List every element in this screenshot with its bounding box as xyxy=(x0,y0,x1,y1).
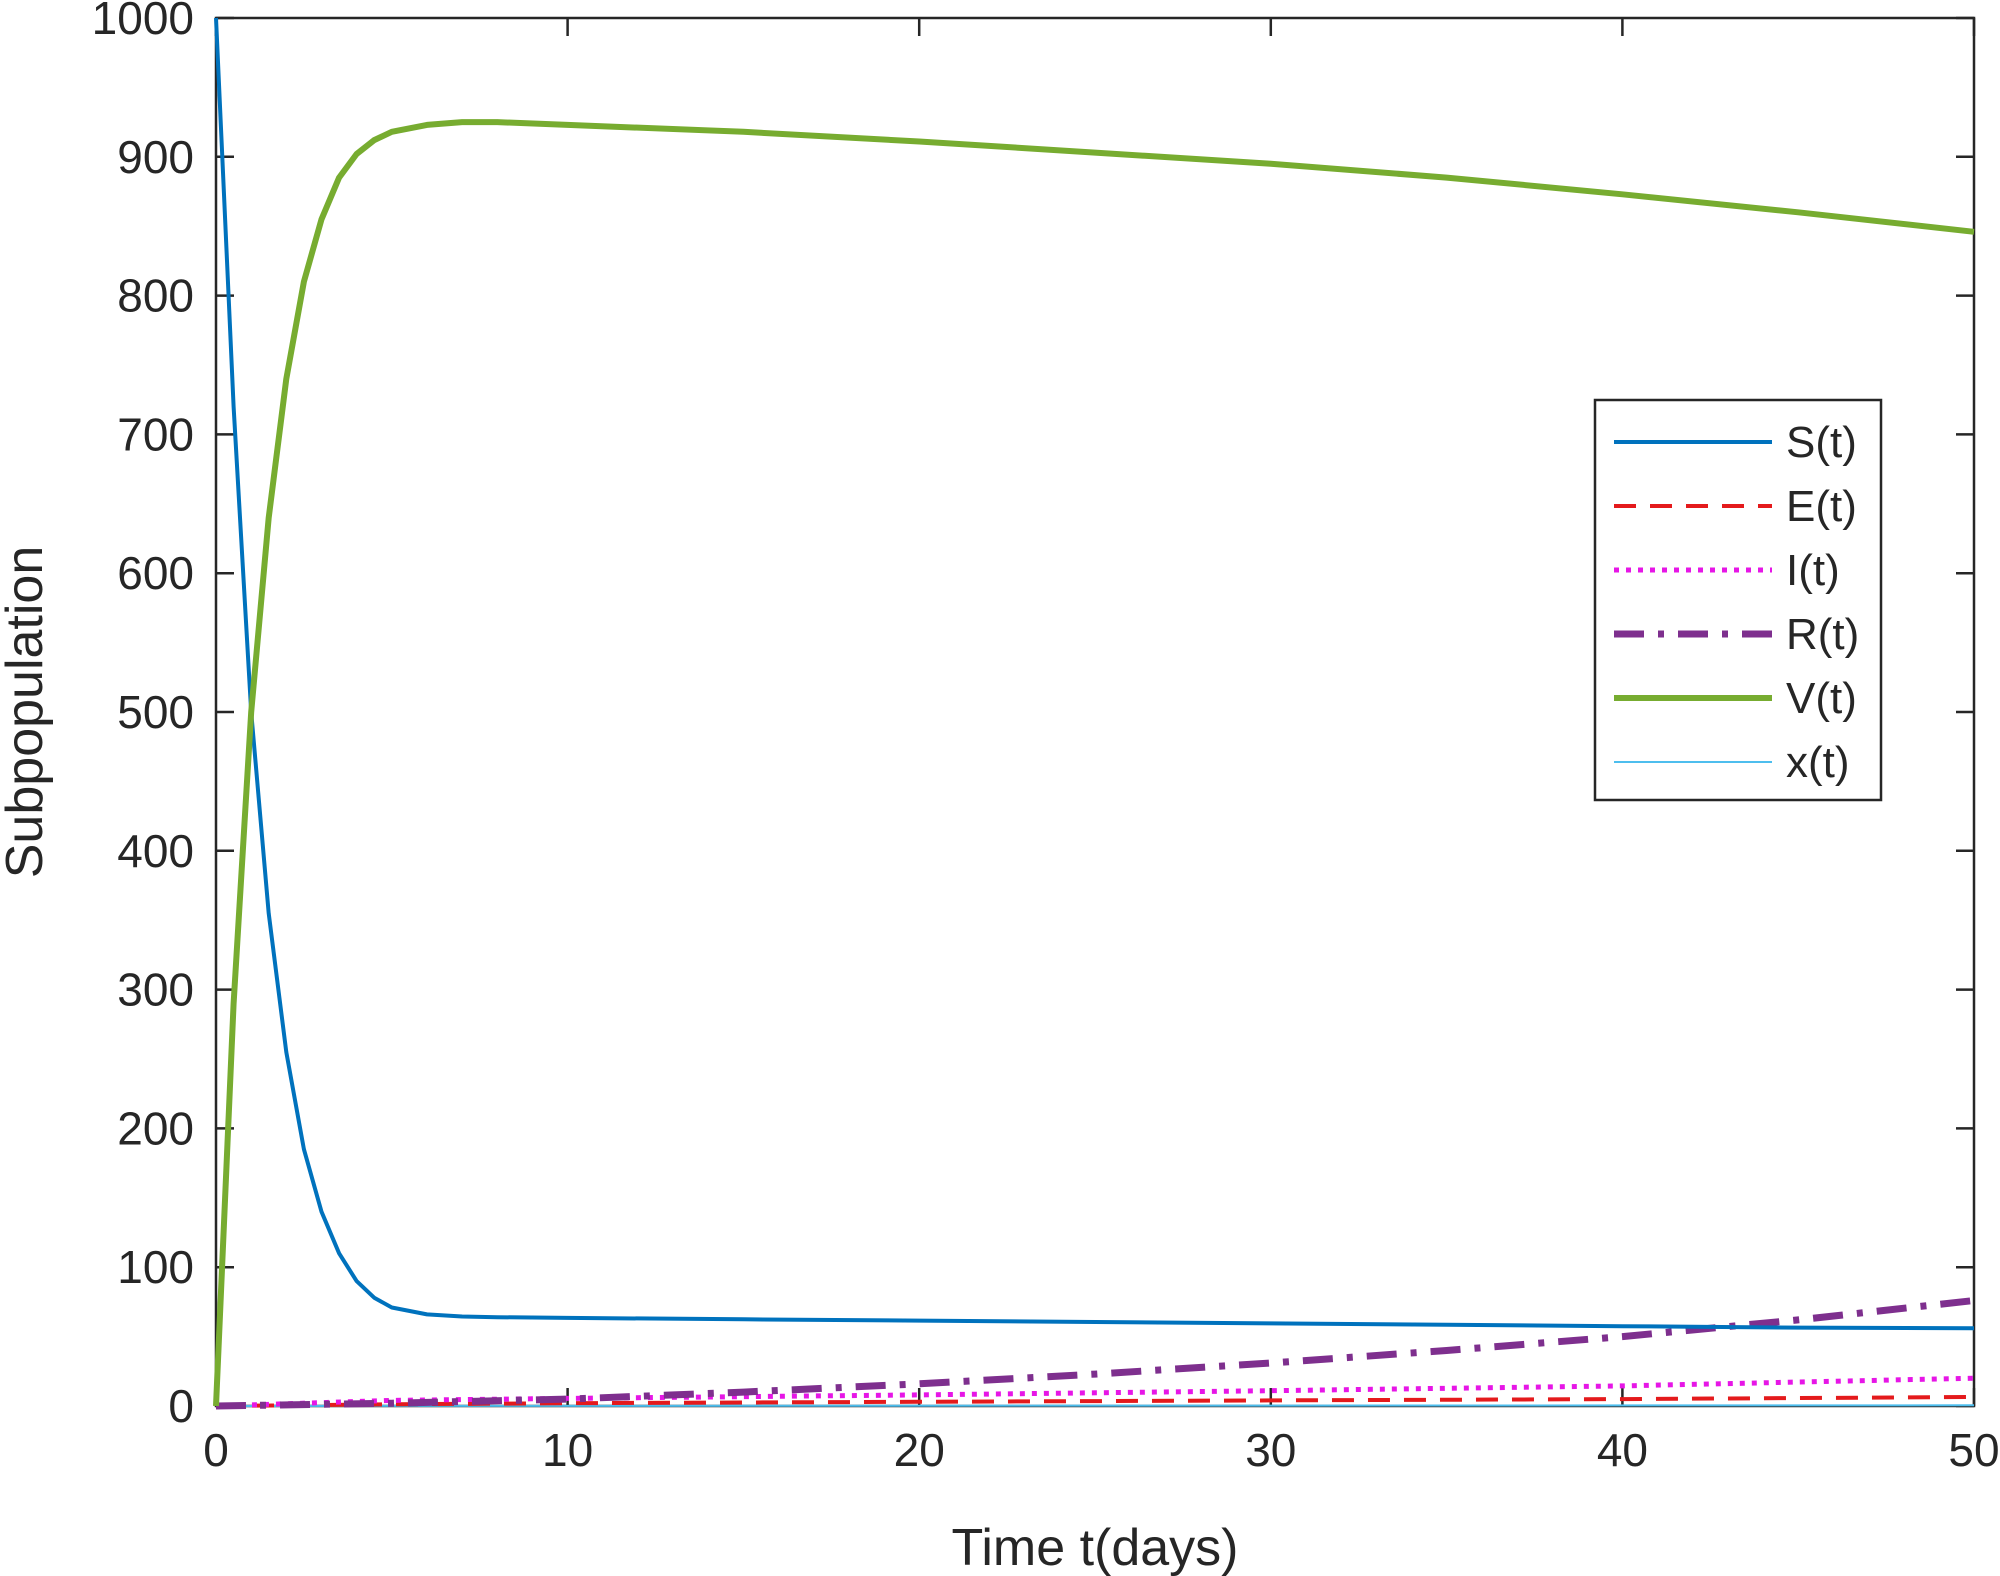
series-line-vt xyxy=(213,119,1975,1407)
x-tick-label: 20 xyxy=(894,1424,945,1476)
series-line-xt xyxy=(215,1404,1975,1407)
series-line-rt xyxy=(215,1297,1975,1410)
x-tick-label: 30 xyxy=(1245,1424,1296,1476)
x-tick-label: 50 xyxy=(1948,1424,1999,1476)
series-line-it xyxy=(215,1375,1975,1409)
y-tick-label: 500 xyxy=(117,686,194,738)
series-line-st xyxy=(214,17,1975,1331)
y-tick-label: 300 xyxy=(117,964,194,1016)
y-tick-label: 900 xyxy=(117,131,194,183)
y-tick-label: 400 xyxy=(117,825,194,877)
legend-label: V(t) xyxy=(1786,674,1857,723)
legend-box xyxy=(1593,398,1883,802)
x-tick-label: 0 xyxy=(203,1424,229,1476)
y-tick-label: 100 xyxy=(117,1241,194,1293)
legend-label: x(t) xyxy=(1786,738,1850,787)
y-tick-label: 700 xyxy=(117,408,194,460)
x-tick-label: 40 xyxy=(1597,1424,1648,1476)
y-axis-ticks: 0 100 200 300 400 500 600 700 800 900 1000 xyxy=(92,0,1974,1432)
y-tick-label: 0 xyxy=(168,1380,194,1432)
x-axis-ticks: 0 10 20 30 40 50 xyxy=(203,18,2000,1476)
legend: S(t) E(t) I(t) R(t) V(t) x(t) xyxy=(1593,398,1883,802)
legend-label: I(t) xyxy=(1786,546,1840,595)
y-tick-label: 800 xyxy=(117,270,194,322)
y-axis-title: Subpopulation xyxy=(0,546,54,879)
series-line-et xyxy=(215,1395,1975,1408)
legend-label: R(t) xyxy=(1786,610,1859,659)
x-axis-title: Time t(days) xyxy=(952,1519,1239,1576)
y-tick-label: 1000 xyxy=(92,0,194,44)
legend-label: S(t) xyxy=(1786,418,1857,467)
x-tick-label: 10 xyxy=(542,1424,593,1476)
y-tick-label: 600 xyxy=(117,547,194,599)
series-layer xyxy=(213,17,1975,1410)
y-tick-label: 200 xyxy=(117,1102,194,1154)
legend-label: E(t) xyxy=(1786,482,1857,531)
